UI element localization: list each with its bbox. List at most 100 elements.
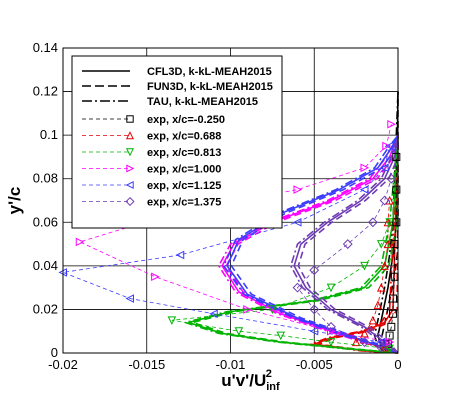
marker-triangle-left [175,250,185,260]
cfd-curve-magenta [217,134,399,354]
marker-triangle-up [380,261,389,270]
legend-label: exp, x/c=1.375 [147,197,221,209]
marker-triangle-left [379,163,389,173]
marker-triangle-left [385,141,394,151]
marker-square [392,218,401,227]
marker-diamond [359,337,370,348]
marker-diamond [309,304,320,315]
marker-triangle-right [382,141,391,151]
marker-diamond [125,196,135,207]
tick-layer: -0.02 -0.015 -0.01 -0.005 0 0 0.02 0.04 0.06 0.08… [33,40,402,372]
marker-triangle-up [385,195,394,205]
cfd-curve-purple [293,135,399,354]
marker-triangle-left [359,185,369,194]
marker-triangle-down [360,261,369,271]
marker-triangle-right [327,326,336,336]
marker-triangle-right [385,337,395,347]
marker-triangle-down [376,240,386,249]
x-axis-title: u'v'/Uinf2 [221,368,280,393]
marker-triangle-left [292,217,302,227]
marker-triangle-down [125,148,135,157]
marker-triangle-up [360,328,369,338]
exp-line-blue [61,145,391,343]
marker-layer [58,119,401,354]
marker-square [388,309,397,318]
plot-frame [62,47,399,354]
marker-triangle-left [309,326,319,336]
exp-line-purple [296,178,392,348]
y-tick-label: 0.1 [40,127,58,142]
y-tick-label: 0.04 [33,258,58,273]
y-tick-label: 0.12 [33,84,58,99]
marker-diamond [342,239,353,249]
marker-triangle-down [167,316,177,325]
y-axis-title: y'/c [5,187,24,215]
legend-label: exp, x/c=1.000 [147,164,221,176]
x-tick-label: -0.005 [296,357,333,372]
legend-label: exp, x/c=0.813 [147,147,221,159]
x-axis-title-sup: 2 [266,368,272,380]
marker-triangle-left [125,180,134,190]
marker-diamond [376,342,387,353]
marker-triangle-up [380,342,389,352]
marker-triangle-down [326,283,336,293]
marker-triangle-down [268,305,277,315]
marker-triangle-right [387,119,396,129]
legend-label: TAU, k-kL-MEAH2015 [147,96,258,108]
marker-diamond [309,265,320,276]
marker-square [388,294,397,303]
x-axis-title-main: u'v'/U [221,371,266,390]
y-tick-label: 0.06 [33,214,58,229]
legend-label: exp, x/c=-0.250 [147,114,225,126]
x-tick-label: -0.02 [48,357,78,372]
marker-diamond [386,173,397,184]
marker-diamond [379,195,390,206]
marker-square [385,331,394,340]
marker-square [392,152,401,161]
marker-triangle-down [276,331,286,341]
marker-diamond [367,217,378,228]
y-tick-label: 0.08 [33,171,58,186]
marker-triangle-up [368,315,378,325]
exp-line-green [171,222,390,350]
marker-triangle-right [243,305,252,314]
exp-line-black [387,156,397,345]
marker-triangle-up [376,283,386,292]
marker-triangle-down [234,327,244,336]
legend-box [71,55,283,229]
marker-triangle-right [126,164,135,173]
marker-triangle-up [383,239,393,249]
legend: CFL3D, k-kL-MEAH2015 FUN3D, k-kL-MEAH2015… [71,55,283,229]
exp-line-red [355,200,391,348]
marker-triangle-down [385,218,394,227]
y-tick-label: 0 [51,345,58,360]
x-axis-title-sub: inf [266,381,280,393]
cfd-curve-green [184,135,399,354]
marker-triangle-left [125,294,134,303]
legend-label: FUN3D, k-kL-MEAH2015 [147,81,273,93]
marker-triangle-left [209,309,218,319]
marker-triangle-up [351,337,361,347]
legend-label: exp, x/c=0.688 [147,131,221,143]
marker-square [387,322,396,331]
marker-square [392,185,401,194]
marker-triangle-right [151,272,160,282]
marker-triangle-down [385,344,394,354]
x-tick-label: -0.01 [216,357,246,372]
x-tick-label: 0 [394,357,401,372]
cfd-curve-purple [289,134,399,354]
marker-square [126,115,134,123]
legend-label: exp, x/c=1.125 [147,180,221,192]
marker-diamond [292,282,303,293]
marker-triangle-right [360,163,370,173]
y-tick-label: 0.14 [33,40,58,55]
marker-diamond [326,321,336,332]
marker-triangle-up [373,300,383,310]
y-tick-label: 0.02 [33,301,58,316]
legend-label: CFL3D, k-kL-MEAH2015 [147,66,272,78]
marker-triangle-right [75,237,85,247]
marker-triangle-up [125,131,135,140]
marker-triangle-down [326,338,336,347]
marker-triangle-right [293,185,303,194]
